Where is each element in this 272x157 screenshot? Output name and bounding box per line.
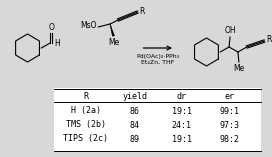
Text: 89: 89 bbox=[130, 135, 140, 143]
Text: H (2a): H (2a) bbox=[70, 106, 101, 116]
Text: 98:2: 98:2 bbox=[219, 135, 239, 143]
Text: dr: dr bbox=[177, 92, 187, 101]
Text: 99:1: 99:1 bbox=[219, 106, 239, 116]
Text: H: H bbox=[54, 40, 60, 49]
Text: Me: Me bbox=[233, 64, 245, 73]
Text: O: O bbox=[48, 23, 54, 32]
Text: R: R bbox=[83, 92, 88, 101]
Text: Me: Me bbox=[109, 38, 120, 47]
Text: 19:1: 19:1 bbox=[172, 135, 192, 143]
Text: 84: 84 bbox=[130, 121, 140, 130]
Text: TIPS (2c): TIPS (2c) bbox=[63, 135, 108, 143]
Text: Pd(OAc)₂·PPh₃: Pd(OAc)₂·PPh₃ bbox=[136, 54, 179, 59]
Text: MsO: MsO bbox=[80, 22, 96, 30]
Bar bbox=[54, 88, 261, 152]
Text: yield: yield bbox=[122, 92, 147, 101]
Text: TMS (2b): TMS (2b) bbox=[66, 121, 106, 130]
Text: R: R bbox=[266, 35, 272, 44]
Text: 24:1: 24:1 bbox=[172, 121, 192, 130]
Text: 86: 86 bbox=[130, 106, 140, 116]
Text: 19:1: 19:1 bbox=[172, 106, 192, 116]
Text: R: R bbox=[140, 6, 145, 16]
Text: er: er bbox=[224, 92, 234, 101]
Polygon shape bbox=[110, 24, 115, 36]
Text: OH: OH bbox=[224, 26, 236, 35]
Text: Et₂Zn, THF: Et₂Zn, THF bbox=[141, 60, 174, 65]
Text: 97:3: 97:3 bbox=[219, 121, 239, 130]
